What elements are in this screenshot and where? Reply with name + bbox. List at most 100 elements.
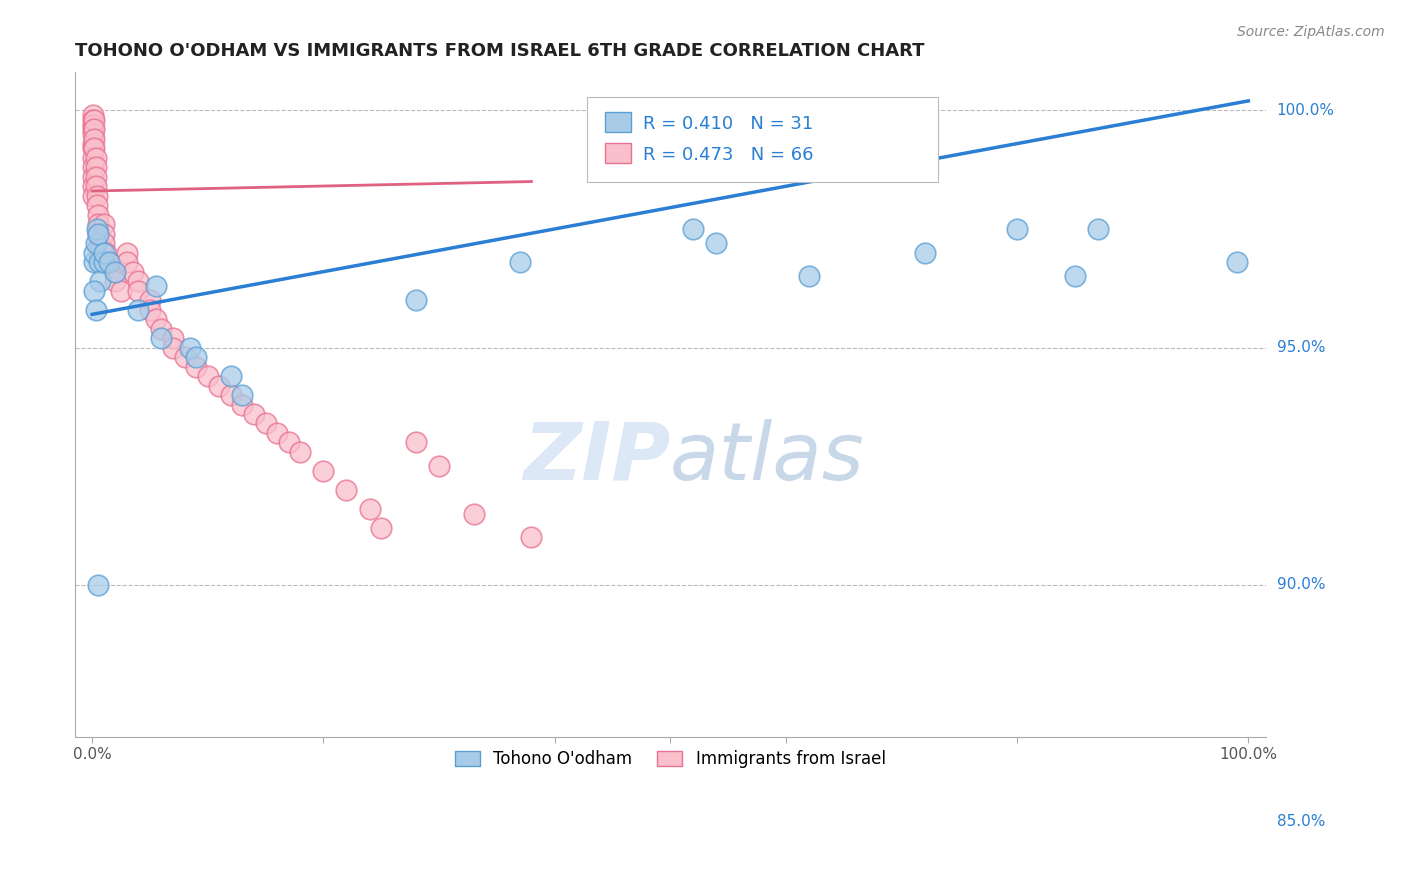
Point (98, 255, 121, 269)
Point (93, 255, 115, 269)
Text: Source: ZipAtlas.com: Source: ZipAtlas.com (1237, 25, 1385, 39)
Point (104, 265, 127, 279)
Point (82, 127, 104, 141)
Point (706, 236, 728, 251)
Point (83, 141, 105, 155)
Point (83, 245, 105, 260)
Point (86, 222, 108, 236)
Point (89, 274, 111, 288)
Point (121, 265, 143, 279)
Point (370, 521, 392, 535)
Point (104, 265, 127, 279)
Text: 100.0%: 100.0% (1277, 103, 1334, 118)
Point (405, 435, 427, 450)
Point (84, 151, 107, 165)
Point (150, 321, 173, 335)
Point (197, 369, 219, 384)
Point (179, 341, 201, 355)
Point (86, 188, 108, 202)
Point (93, 227, 115, 241)
Point (509, 255, 531, 269)
Legend: Tohono O'odham, Immigrants from Israel: Tohono O'odham, Immigrants from Israel (449, 743, 893, 775)
Text: 95.0%: 95.0% (1277, 340, 1326, 355)
Point (682, 222, 704, 236)
Point (115, 245, 138, 260)
Point (82, 141, 104, 155)
Point (83, 132, 105, 146)
FancyBboxPatch shape (586, 97, 938, 182)
Point (83, 284, 105, 298)
Point (463, 507, 485, 521)
Point (87, 227, 110, 241)
Point (1063, 269, 1085, 284)
Point (87, 236, 110, 251)
Point (797, 269, 820, 284)
Point (1087, 222, 1109, 236)
Bar (605, 112, 631, 132)
Point (312, 464, 335, 478)
Point (290, 445, 312, 459)
Point (90, 255, 112, 269)
Point (104, 274, 127, 288)
Point (219, 369, 242, 384)
Text: ZIP: ZIP (523, 418, 671, 497)
Point (87, 217, 110, 231)
Point (127, 284, 149, 298)
Bar (605, 144, 631, 163)
Point (87, 255, 110, 269)
Point (87, 227, 110, 241)
Point (82, 136, 104, 151)
Point (115, 255, 138, 269)
Point (231, 397, 253, 411)
Point (84, 169, 107, 184)
Point (162, 341, 184, 355)
Point (335, 483, 357, 497)
Point (93, 236, 115, 251)
Point (83, 122, 105, 136)
Point (266, 425, 288, 440)
Point (427, 459, 450, 474)
Point (87, 208, 110, 222)
Point (162, 331, 184, 345)
Point (84, 302, 107, 317)
Point (277, 435, 299, 450)
Point (82, 169, 104, 184)
Point (359, 501, 381, 516)
Point (84, 236, 107, 251)
Text: atlas: atlas (671, 418, 865, 497)
Text: R = 0.410   N = 31: R = 0.410 N = 31 (643, 115, 813, 133)
Point (1005, 222, 1028, 236)
Point (520, 530, 543, 544)
Point (150, 331, 173, 345)
Point (173, 350, 195, 364)
Point (84, 179, 107, 194)
Point (86, 198, 108, 212)
Point (98, 255, 121, 269)
Point (110, 284, 132, 298)
Point (83, 112, 105, 127)
Text: 85.0%: 85.0% (1277, 814, 1324, 830)
Point (145, 279, 167, 293)
Point (82, 122, 104, 136)
Point (82, 188, 104, 202)
Point (139, 302, 162, 317)
Point (1226, 255, 1249, 269)
Text: 90.0%: 90.0% (1277, 577, 1326, 592)
Point (82, 108, 104, 122)
Point (87, 578, 110, 592)
Point (93, 217, 115, 231)
Point (84, 161, 107, 175)
Point (82, 179, 104, 194)
Point (231, 388, 253, 402)
Point (186, 350, 208, 364)
Point (127, 302, 149, 317)
Point (94, 245, 117, 260)
Point (219, 388, 242, 402)
Point (243, 407, 266, 421)
Point (82, 112, 104, 127)
Point (82, 118, 104, 132)
Point (139, 293, 162, 307)
Text: R = 0.473   N = 66: R = 0.473 N = 66 (643, 146, 813, 164)
Point (83, 255, 105, 269)
Point (254, 417, 277, 431)
